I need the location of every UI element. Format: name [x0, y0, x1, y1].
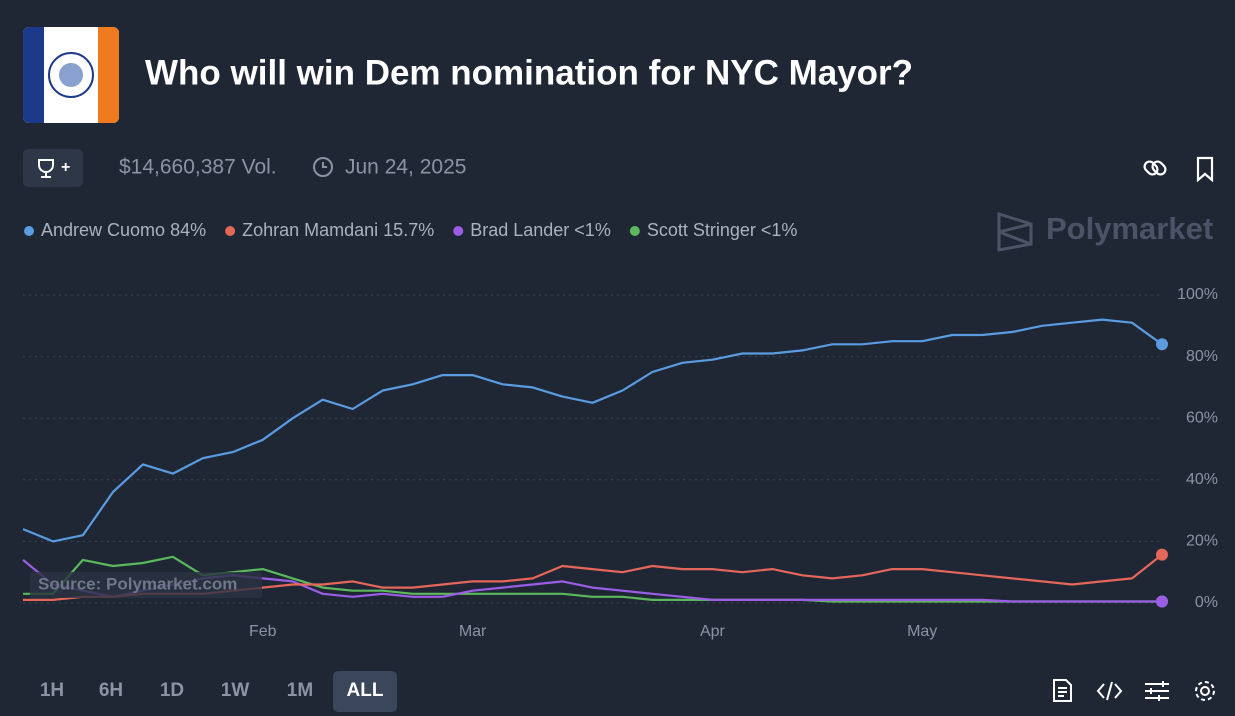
source-box	[30, 572, 262, 598]
bookmark-icon[interactable]	[1196, 156, 1214, 183]
time-button[interactable]: 1D	[160, 680, 184, 701]
embed-icon[interactable]	[1096, 681, 1123, 701]
link-icon[interactable]	[1143, 160, 1168, 177]
legend-name: Brad Lander	[470, 220, 569, 240]
y-tick-label: 60%	[1186, 409, 1218, 426]
time-button[interactable]: ALL	[347, 680, 384, 701]
y-tick-label: 100%	[1177, 286, 1218, 303]
filter-icon[interactable]	[1145, 681, 1169, 701]
active-button-bg	[333, 671, 397, 712]
legend-value: <1%	[574, 220, 611, 240]
y-tick-label: 20%	[1186, 533, 1218, 550]
clock-hands	[322, 162, 327, 168]
source: Source: Polymarket.com	[38, 574, 237, 593]
end-marker	[1156, 338, 1168, 351]
title: Who will win Dem nomination for NYC Mayo…	[145, 53, 913, 92]
legend-dot	[453, 226, 464, 236]
end-marker	[1156, 595, 1168, 608]
legend-value: 15.7%	[383, 220, 434, 240]
legend-dot	[225, 226, 236, 236]
watermark-logo	[997, 211, 1033, 252]
legend-value: 84%	[170, 220, 206, 240]
time-button[interactable]: 1H	[40, 680, 64, 701]
clock-icon	[313, 157, 333, 177]
flag-icon	[23, 27, 119, 123]
legend-name: Andrew Cuomo	[41, 220, 165, 240]
plus-icon: +	[61, 159, 70, 176]
time-button[interactable]: 6H	[99, 680, 123, 701]
y-tick-label: 40%	[1186, 471, 1218, 488]
x-tick-label: Apr	[700, 623, 726, 640]
legend-value: <1%	[761, 220, 798, 240]
x-tick-label: Feb	[249, 623, 277, 640]
y-tick-label: 80%	[1186, 348, 1218, 365]
series-line	[22, 318, 1163, 543]
doc-icon[interactable]	[1053, 679, 1072, 702]
time-button[interactable]: 1W	[221, 680, 250, 701]
legend-name: Zohran Mamdani	[242, 220, 378, 240]
x-tick-label: May	[907, 623, 937, 640]
watermark: Polymarket	[1046, 211, 1213, 246]
toolbar-icons	[1053, 679, 1215, 702]
time-buttons: 1H 6H 1D 1W 1M ALL	[40, 671, 397, 712]
legend-name: Scott Stringer	[647, 220, 756, 240]
legend: Andrew Cuomo 84% Zohran Mamdani 15.7% Brad L…	[24, 220, 797, 240]
volume: $14,660,387 Vol.	[119, 156, 277, 179]
x-tick-label: Mar	[459, 623, 487, 640]
time-button[interactable]: 1M	[287, 680, 313, 701]
legend-dot	[24, 226, 34, 236]
end-marker	[1156, 548, 1168, 561]
trophy-icon	[38, 159, 54, 178]
end-date: Jun 24, 2025	[345, 156, 466, 179]
settings-icon[interactable]	[1200, 686, 1210, 696]
y-tick-label: 0%	[1195, 594, 1218, 611]
legend-dot	[629, 226, 640, 236]
